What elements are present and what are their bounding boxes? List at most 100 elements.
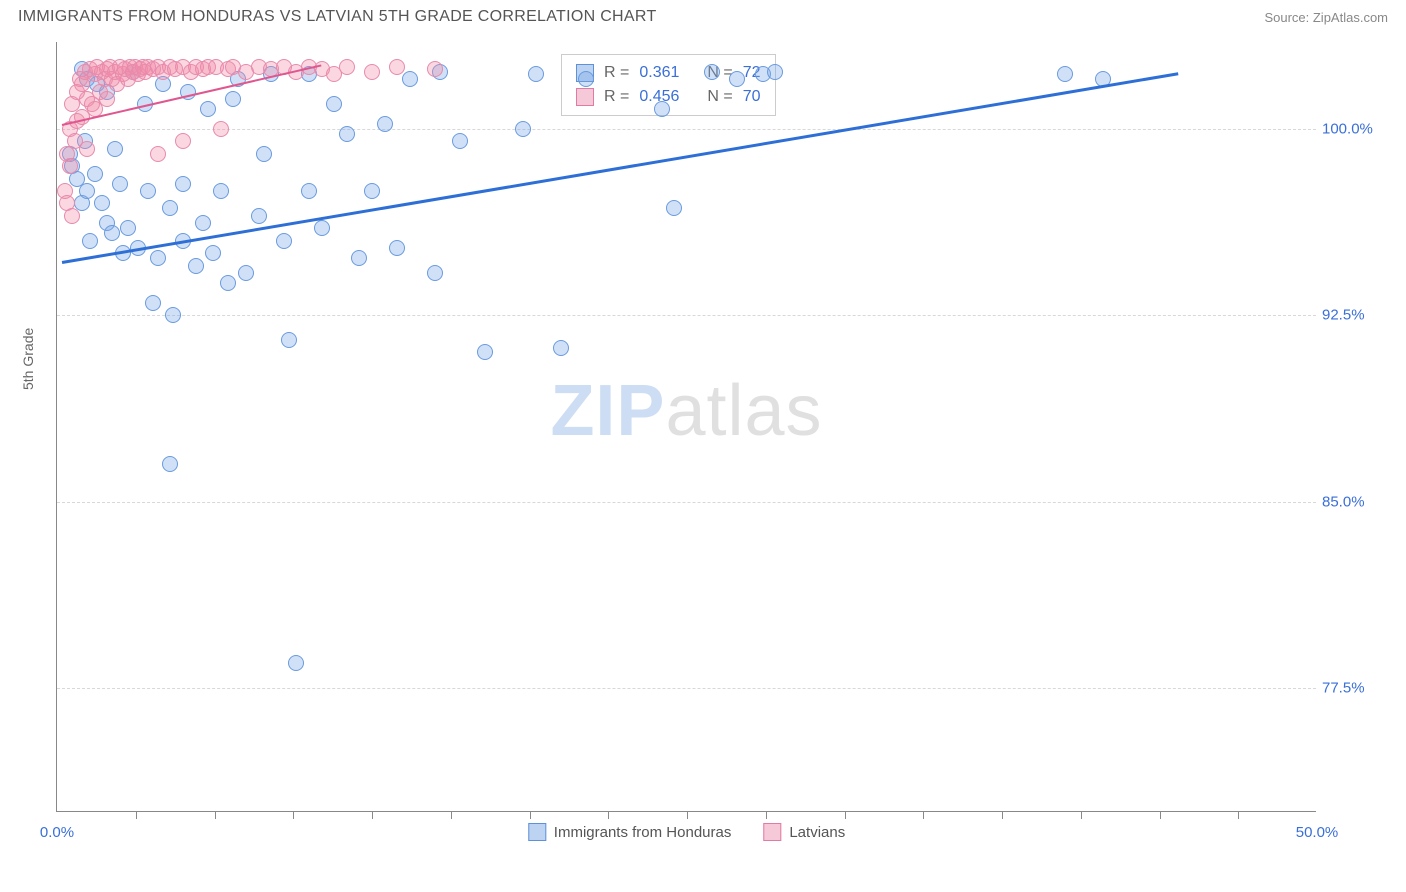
point-honduras	[79, 183, 95, 199]
point-honduras	[477, 344, 493, 360]
watermark: ZIPatlas	[550, 370, 822, 452]
point-honduras	[251, 208, 267, 224]
source-label: Source: ZipAtlas.com	[1264, 10, 1388, 25]
point-honduras	[402, 71, 418, 87]
legend-swatch-honduras-icon	[528, 823, 546, 841]
legend-label: Immigrants from Honduras	[554, 824, 732, 841]
y-tick-label: 85.0%	[1322, 493, 1392, 510]
n-label: N =	[707, 85, 732, 109]
r-value: 0.361	[639, 61, 679, 85]
plot-area: ZIPatlas R =0.361N =72R =0.456N =70 Immi…	[56, 42, 1316, 812]
x-tick	[372, 811, 373, 819]
x-tick	[215, 811, 216, 819]
point-honduras	[364, 183, 380, 199]
point-latvian	[150, 146, 166, 162]
point-latvian	[79, 141, 95, 157]
point-honduras	[301, 183, 317, 199]
point-honduras	[377, 116, 393, 132]
point-latvian	[339, 59, 355, 75]
point-honduras	[528, 66, 544, 82]
point-latvian	[389, 59, 405, 75]
point-honduras	[175, 176, 191, 192]
gridline	[57, 502, 1316, 503]
x-tick	[608, 811, 609, 819]
point-honduras	[87, 166, 103, 182]
point-honduras	[767, 64, 783, 80]
point-honduras	[452, 133, 468, 149]
x-tick	[923, 811, 924, 819]
x-tick-label: 50.0%	[1296, 824, 1339, 841]
point-honduras	[704, 64, 720, 80]
point-honduras	[339, 126, 355, 142]
point-honduras	[654, 101, 670, 117]
bottom-legend: Immigrants from Honduras Latvians	[528, 823, 845, 841]
chart-container: 5th Grade ZIPatlas R =0.361N =72R =0.456…	[0, 30, 1406, 850]
point-honduras	[256, 146, 272, 162]
watermark-atlas: atlas	[665, 371, 822, 451]
y-tick-label: 100.0%	[1322, 120, 1392, 137]
legend-label: Latvians	[789, 824, 845, 841]
point-honduras	[195, 215, 211, 231]
point-honduras	[666, 200, 682, 216]
x-tick	[530, 811, 531, 819]
page-title: IMMIGRANTS FROM HONDURAS VS LATVIAN 5TH …	[18, 8, 657, 26]
point-honduras	[162, 456, 178, 472]
point-honduras	[107, 141, 123, 157]
r-label: R =	[604, 61, 629, 85]
point-latvian	[427, 61, 443, 77]
x-tick	[1002, 811, 1003, 819]
legend-item: Immigrants from Honduras	[528, 823, 732, 841]
point-honduras	[314, 220, 330, 236]
point-honduras	[200, 101, 216, 117]
x-tick	[451, 811, 452, 819]
y-tick-label: 92.5%	[1322, 307, 1392, 324]
point-honduras	[326, 96, 342, 112]
point-honduras	[82, 233, 98, 249]
point-honduras	[578, 71, 594, 87]
point-honduras	[281, 332, 297, 348]
x-tick	[293, 811, 294, 819]
point-latvian	[64, 208, 80, 224]
point-honduras	[1057, 66, 1073, 82]
point-honduras	[165, 307, 181, 323]
y-axis-label: 5th Grade	[20, 328, 36, 390]
watermark-zip: ZIP	[550, 371, 665, 451]
point-honduras	[220, 275, 236, 291]
x-tick	[766, 811, 767, 819]
gridline	[57, 688, 1316, 689]
gridline	[57, 129, 1316, 130]
point-honduras	[225, 91, 241, 107]
x-tick	[1160, 811, 1161, 819]
point-honduras	[150, 250, 166, 266]
point-honduras	[104, 225, 120, 241]
point-honduras	[515, 121, 531, 137]
point-latvian	[213, 121, 229, 137]
point-honduras	[112, 176, 128, 192]
point-honduras	[238, 265, 254, 281]
point-honduras	[288, 655, 304, 671]
point-honduras	[553, 340, 569, 356]
point-honduras	[389, 240, 405, 256]
legend-item: Latvians	[763, 823, 845, 841]
point-honduras	[145, 295, 161, 311]
legend-swatch-latvian-icon	[763, 823, 781, 841]
point-latvian	[175, 133, 191, 149]
point-honduras	[213, 183, 229, 199]
point-latvian	[99, 91, 115, 107]
point-honduras	[188, 258, 204, 274]
point-honduras	[729, 71, 745, 87]
x-tick	[136, 811, 137, 819]
x-tick-label: 0.0%	[40, 824, 74, 841]
point-honduras	[94, 195, 110, 211]
point-latvian	[364, 64, 380, 80]
r-label: R =	[604, 85, 629, 109]
x-tick	[1081, 811, 1082, 819]
x-tick	[845, 811, 846, 819]
point-honduras	[120, 220, 136, 236]
point-honduras	[205, 245, 221, 261]
point-latvian	[62, 158, 78, 174]
n-value: 70	[743, 85, 761, 109]
x-tick	[687, 811, 688, 819]
point-honduras	[351, 250, 367, 266]
gridline	[57, 315, 1316, 316]
